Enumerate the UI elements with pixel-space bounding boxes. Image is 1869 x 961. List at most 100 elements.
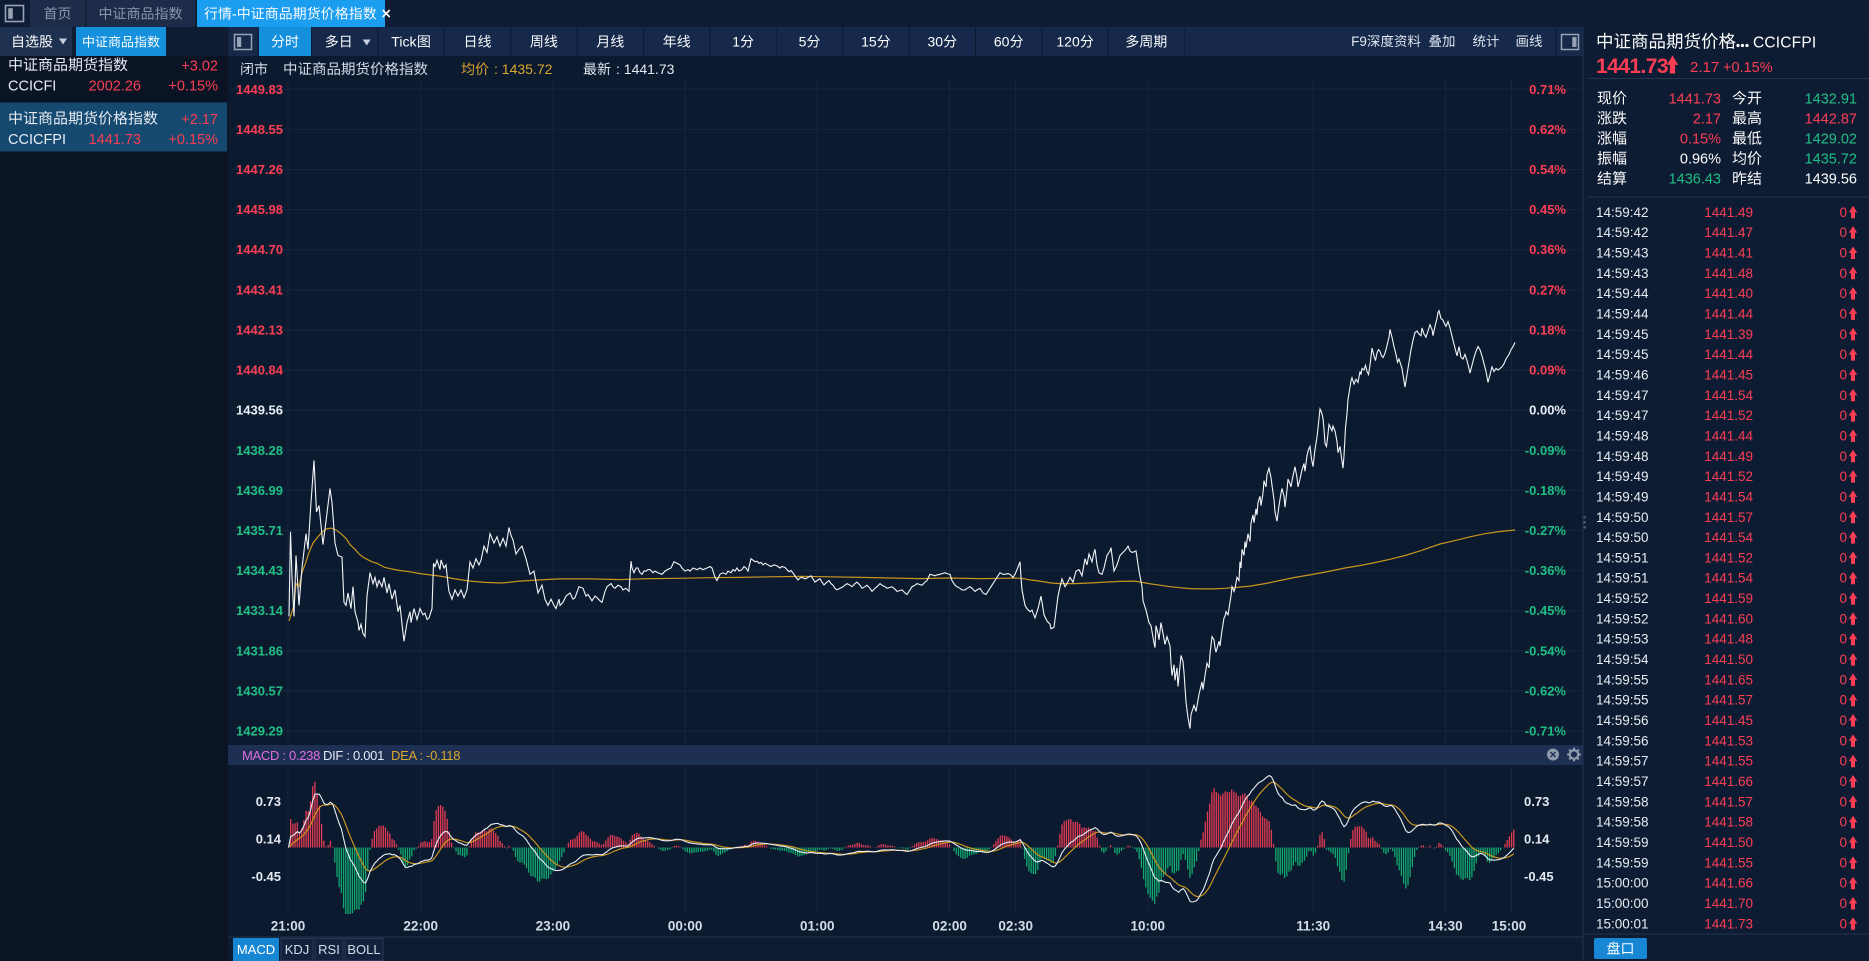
svg-text:1441.54: 1441.54	[1704, 489, 1753, 504]
svg-text:1441.73: 1441.73	[1704, 916, 1753, 931]
svg-text:1441.52: 1441.52	[1704, 408, 1753, 423]
svg-text:1441.73: 1441.73	[1669, 91, 1721, 107]
svg-text:0.73: 0.73	[1524, 794, 1549, 809]
svg-text:1441.49: 1441.49	[1704, 449, 1753, 464]
svg-text:15: 15	[861, 34, 877, 50]
svg-text:0: 0	[1839, 428, 1847, 443]
svg-text:1441.57: 1441.57	[1704, 510, 1753, 525]
svg-text:60: 60	[994, 34, 1010, 50]
svg-text:14:59:55: 14:59:55	[1596, 672, 1649, 687]
svg-text:1441.66: 1441.66	[1704, 774, 1753, 789]
svg-text:14:59:48: 14:59:48	[1596, 428, 1649, 443]
svg-text:+0.15%: +0.15%	[1723, 60, 1773, 76]
svg-text:0.96%: 0.96%	[1680, 152, 1721, 168]
svg-text:-0.62%: -0.62%	[1525, 683, 1567, 698]
svg-text:14:59:50: 14:59:50	[1596, 510, 1649, 525]
svg-text:14:59:51: 14:59:51	[1596, 571, 1649, 586]
svg-text:: 1441.73: : 1441.73	[616, 61, 675, 77]
svg-text:-0.09%: -0.09%	[1525, 443, 1567, 458]
svg-text:1431.86: 1431.86	[236, 643, 283, 658]
svg-text:1441.59: 1441.59	[1704, 591, 1753, 606]
svg-text:0: 0	[1839, 205, 1847, 220]
svg-text:02:00: 02:00	[932, 919, 967, 934]
svg-text:-0.54%: -0.54%	[1525, 643, 1567, 658]
svg-text:14:59:48: 14:59:48	[1596, 449, 1649, 464]
svg-text:0: 0	[1839, 632, 1847, 647]
svg-text:14:59:54: 14:59:54	[1596, 652, 1649, 667]
svg-text:0: 0	[1839, 225, 1847, 240]
svg-text:0: 0	[1839, 266, 1847, 281]
svg-text:1439.56: 1439.56	[236, 403, 283, 418]
svg-text:1434.43: 1434.43	[236, 563, 283, 578]
svg-text:1444.70: 1444.70	[236, 242, 283, 257]
svg-text:0: 0	[1839, 896, 1847, 911]
svg-text:15:00:01: 15:00:01	[1596, 916, 1649, 931]
svg-text:14:59:59: 14:59:59	[1596, 835, 1649, 850]
svg-text:1441.58: 1441.58	[1704, 815, 1753, 830]
svg-text:22:00: 22:00	[403, 919, 438, 934]
svg-text:1441.60: 1441.60	[1704, 611, 1753, 626]
svg-text:+0.15%: +0.15%	[168, 79, 218, 95]
svg-text:BOLL: BOLL	[347, 942, 380, 957]
svg-text:KDJ: KDJ	[285, 942, 310, 957]
svg-text:0.36%: 0.36%	[1529, 242, 1566, 257]
svg-text:14:59:44: 14:59:44	[1596, 306, 1649, 321]
svg-text:1436.43: 1436.43	[1669, 172, 1721, 188]
svg-text:1441.55: 1441.55	[1704, 855, 1753, 870]
svg-text:0: 0	[1839, 754, 1847, 769]
svg-text:1441.65: 1441.65	[1704, 672, 1753, 687]
svg-text:0.09%: 0.09%	[1529, 363, 1566, 378]
svg-text:14:59:59: 14:59:59	[1596, 855, 1649, 870]
svg-text:-0.71%: -0.71%	[1525, 724, 1567, 739]
svg-text:CCICFPI: CCICFPI	[1753, 35, 1816, 52]
svg-text:01:00: 01:00	[800, 919, 835, 934]
svg-text:120: 120	[1056, 34, 1080, 50]
svg-text:0: 0	[1839, 835, 1847, 850]
svg-text:DEA : -0.118: DEA : -0.118	[391, 748, 460, 763]
svg-text:+3.02: +3.02	[181, 59, 218, 75]
svg-text:1441.66: 1441.66	[1704, 876, 1753, 891]
svg-text:1441.54: 1441.54	[1704, 530, 1753, 545]
svg-text:0.54%: 0.54%	[1529, 162, 1566, 177]
svg-text:14:59:56: 14:59:56	[1596, 733, 1649, 748]
svg-text:0: 0	[1839, 693, 1847, 708]
svg-text:1441.45: 1441.45	[1704, 713, 1753, 728]
svg-text:0: 0	[1839, 571, 1847, 586]
svg-text:0: 0	[1839, 550, 1847, 565]
svg-text:0: 0	[1839, 876, 1847, 891]
svg-text:1435.72: 1435.72	[1805, 152, 1857, 168]
svg-text:1441.44: 1441.44	[1704, 347, 1753, 362]
svg-text:1441.49: 1441.49	[1704, 205, 1753, 220]
svg-text:0: 0	[1839, 916, 1847, 931]
svg-text:15:00: 15:00	[1492, 919, 1527, 934]
svg-text:00:00: 00:00	[668, 919, 703, 934]
svg-text:0.71%: 0.71%	[1529, 82, 1566, 97]
svg-text:1436.99: 1436.99	[236, 483, 283, 498]
svg-text:RSI: RSI	[318, 942, 340, 957]
svg-text:2002.26: 2002.26	[89, 79, 141, 95]
svg-text:1429.02: 1429.02	[1805, 132, 1857, 148]
svg-text:0: 0	[1839, 733, 1847, 748]
svg-text:14:59:57: 14:59:57	[1596, 774, 1649, 789]
svg-text:14:59:45: 14:59:45	[1596, 327, 1649, 342]
svg-text:0.00%: 0.00%	[1529, 403, 1566, 418]
svg-text:14:59:52: 14:59:52	[1596, 591, 1649, 606]
svg-text:14:59:50: 14:59:50	[1596, 530, 1649, 545]
svg-text:+2.17: +2.17	[181, 112, 218, 128]
svg-text:11:30: 11:30	[1296, 919, 1330, 934]
svg-text:0.45%: 0.45%	[1529, 202, 1566, 217]
svg-text:02:30: 02:30	[998, 919, 1033, 934]
svg-text:1432.91: 1432.91	[1805, 91, 1857, 107]
svg-text:23:00: 23:00	[536, 919, 571, 934]
svg-text:1441.47: 1441.47	[1704, 225, 1753, 240]
svg-text:14:59:43: 14:59:43	[1596, 246, 1649, 261]
svg-text:1441.48: 1441.48	[1704, 632, 1753, 647]
svg-text:1439.56: 1439.56	[1805, 172, 1857, 188]
svg-text:0: 0	[1839, 794, 1847, 809]
svg-text:1441.44: 1441.44	[1704, 428, 1753, 443]
svg-text:MACD : 0.238: MACD : 0.238	[242, 748, 320, 763]
svg-text:0: 0	[1839, 611, 1847, 626]
svg-text:14:59:42: 14:59:42	[1596, 225, 1649, 240]
svg-text:14:59:56: 14:59:56	[1596, 713, 1649, 728]
svg-text:1449.83: 1449.83	[236, 82, 283, 97]
